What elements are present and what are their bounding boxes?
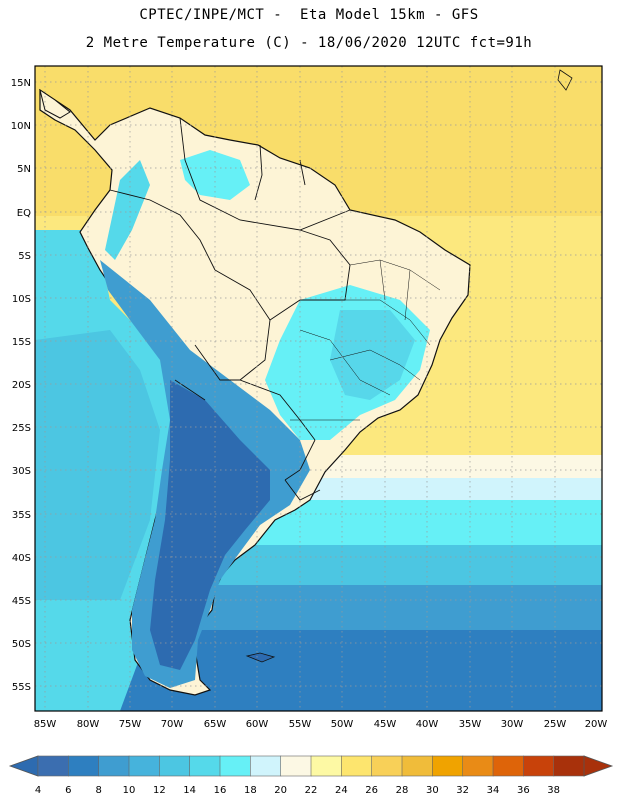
colorbar-tick-label: 14 [183, 785, 196, 796]
colorbar-tick-label: 8 [95, 785, 101, 796]
colorbar-cell [250, 755, 282, 777]
country-borders [109, 117, 351, 501]
colorbar-low-arrow [8, 755, 39, 777]
lat-label-55s: 55S [12, 682, 31, 693]
colorbar-tick-label: 28 [396, 785, 409, 796]
lat-label-eq: EQ [17, 208, 31, 219]
colorbar-cell [492, 755, 524, 777]
colorbar-tick-label: 4 [35, 785, 41, 796]
lat-label-25s: 25S [12, 423, 31, 434]
colorbar-cell [553, 755, 585, 777]
lat-label-35s: 35S [12, 510, 31, 521]
lon-label-25w: 25W [544, 719, 567, 730]
colorbar-cell [462, 755, 494, 777]
lon-label-40w: 40W [416, 719, 439, 730]
colorbar-tick-label: 10 [123, 785, 136, 796]
colorbar: 4 6 8 10 12 14 16 18 20 22 24 26 28 30 32 34 36 38 [8, 755, 614, 796]
colorbar-tick-label: 30 [426, 785, 439, 796]
colorbar-tick-label: 18 [244, 785, 257, 796]
lat-label-15n: 15N [11, 78, 31, 89]
lon-label-35w: 35W [459, 719, 482, 730]
colorbar-cell [128, 755, 160, 777]
colorbar-cell [401, 755, 433, 777]
colorbar-cell [159, 755, 191, 777]
lat-label-5n: 5N [17, 164, 31, 175]
lon-label-85w: 85W [34, 719, 57, 730]
map-title: CPTEC/INPE/MCT - Eta Model 15km - GFS [139, 7, 479, 23]
colorbar-cell [310, 755, 342, 777]
lon-label-70w: 70W [161, 719, 184, 730]
lat-label-40s: 40S [12, 553, 31, 564]
lat-label-45s: 45S [12, 596, 31, 607]
lat-label-10s: 10S [12, 294, 31, 305]
colorbar-cell [432, 755, 464, 777]
lon-label-30w: 30W [501, 719, 524, 730]
colorbar-cells [37, 755, 585, 777]
lon-label-55w: 55W [289, 719, 312, 730]
lon-label-80w: 80W [77, 719, 100, 730]
lat-label-50s: 50S [12, 639, 31, 650]
colorbar-tick-label: 38 [547, 785, 560, 796]
colorbar-cell [37, 755, 69, 777]
colorbar-tick-label: 36 [517, 785, 530, 796]
colorbar-cell [68, 755, 100, 777]
colorbar-tick-label: 32 [456, 785, 469, 796]
map-field [35, 66, 602, 711]
colorbar-cell [98, 755, 130, 777]
colorbar-tick-label: 22 [305, 785, 318, 796]
colorbar-cell [371, 755, 403, 777]
map-frame [34, 65, 603, 712]
lat-label-10n: 10N [11, 121, 31, 132]
colorbar-cell [523, 755, 555, 777]
colorbar-tick-label: 24 [335, 785, 348, 796]
colorbar-tick-label: 6 [65, 785, 71, 796]
colorbar-tick-label: 20 [274, 785, 287, 796]
map-subtitle: 2 Metre Temperature (C) - 18/06/2020 12U… [85, 35, 533, 51]
colorbar-tick-label: 26 [365, 785, 378, 796]
colorbar-high-arrow [583, 755, 614, 777]
lon-label-60w: 60W [246, 719, 269, 730]
colorbar-cell [219, 755, 251, 777]
colorbar-tick-label: 34 [487, 785, 500, 796]
lon-label-20w: 20W [585, 719, 608, 730]
colorbar-tick-label: 16 [214, 785, 227, 796]
colorbar-cell [280, 755, 312, 777]
colorbar-tick-label: 12 [153, 785, 166, 796]
lon-label-45w: 45W [374, 719, 397, 730]
lat-label-20s: 20S [12, 380, 31, 391]
lon-label-65w: 65W [204, 719, 227, 730]
lat-label-15s: 15S [12, 337, 31, 348]
lon-label-50w: 50W [331, 719, 354, 730]
colorbar-cell [341, 755, 373, 777]
colorbar-labels: 4 6 8 10 12 14 16 18 20 22 24 26 28 30 32 34 36 38 [35, 785, 560, 796]
lon-label-75w: 75W [119, 719, 142, 730]
lat-label-5s: 5S [18, 251, 31, 262]
colorbar-cell [189, 755, 221, 777]
lat-label-30s: 30S [12, 466, 31, 477]
